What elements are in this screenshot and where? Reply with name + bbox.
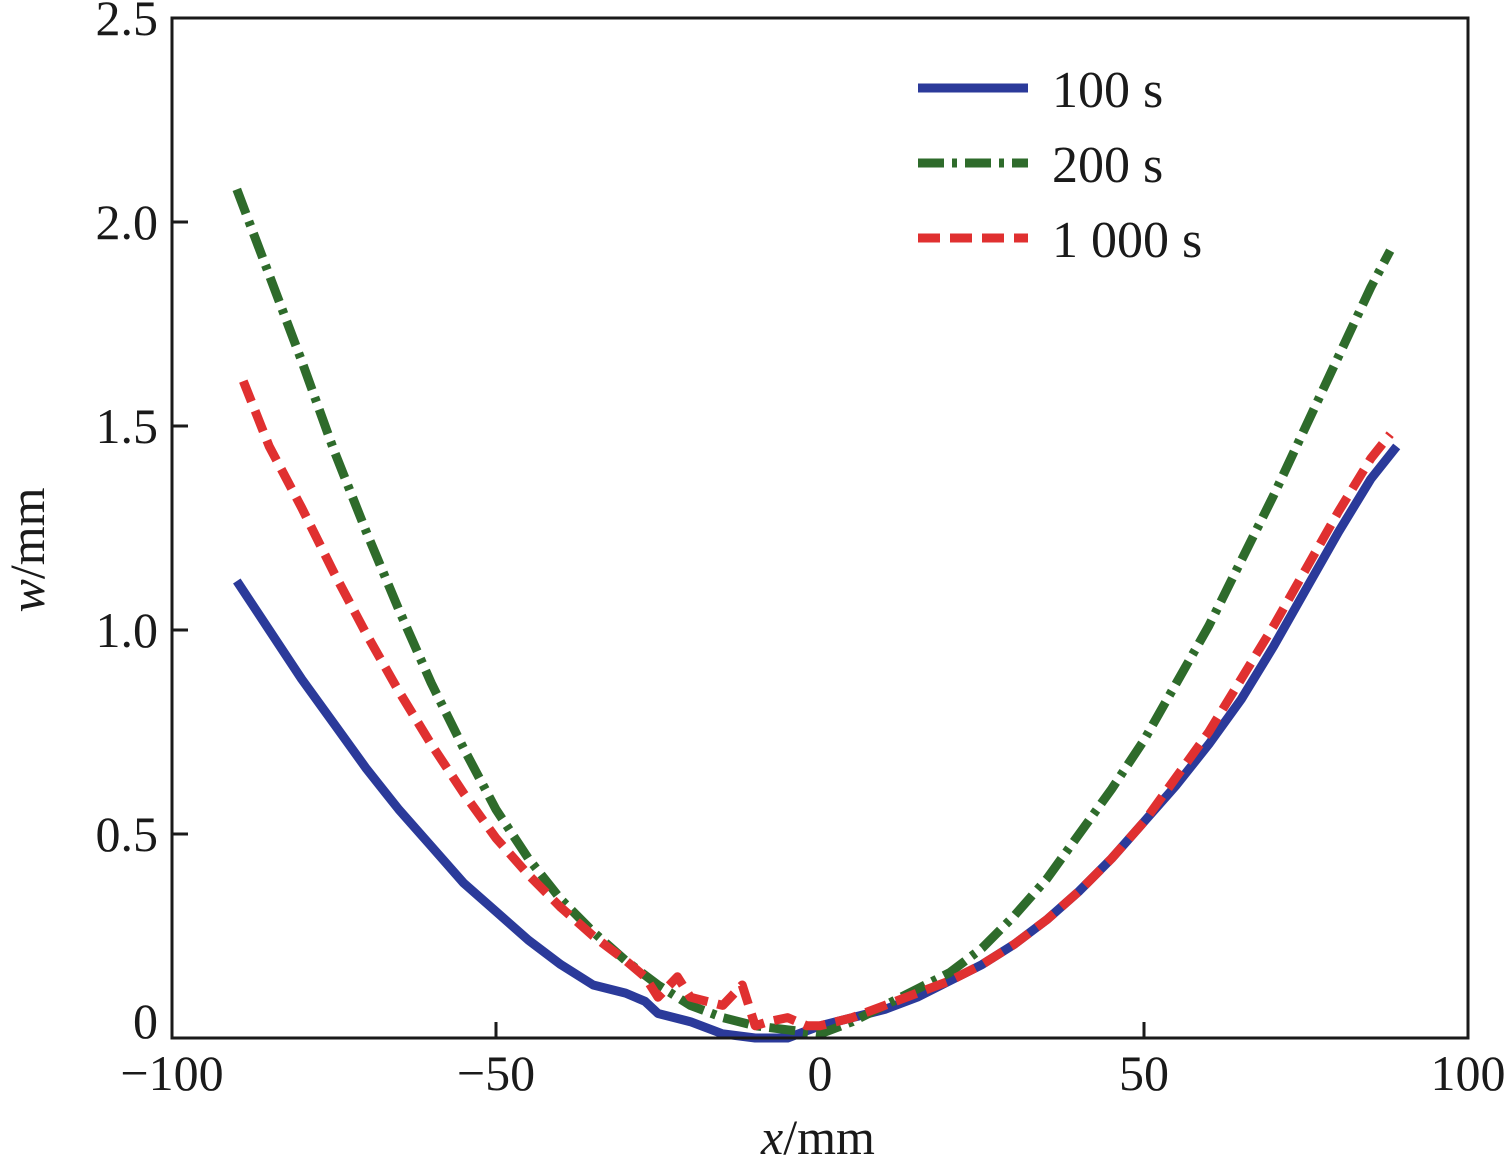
y-tick-label: 1.5 — [96, 398, 159, 454]
legend-entry-1000s: 1 000 s — [918, 212, 1202, 269]
y-tick-label: 1.0 — [96, 602, 159, 658]
series-line-100s — [233, 443, 1401, 1043]
series-layer — [232, 187, 1401, 1043]
plot-area-frame — [170, 16, 1470, 1040]
legend-label-200s: 200 s — [1052, 137, 1163, 194]
x-axis-label: x/mm — [760, 1109, 875, 1159]
legend-entry-100s: 100 s — [918, 62, 1163, 119]
series-line-1000s — [239, 379, 1394, 1031]
y-axis: 0 0.5 1.0 1.5 2.0 2.5 — [96, 0, 188, 1049]
legend-entry-200s: 200 s — [918, 137, 1163, 194]
legend: 100 s 200 s 1 000 s — [918, 62, 1202, 269]
x-tick-label: 50 — [1119, 1045, 1169, 1101]
y-tick-label: 0 — [133, 993, 158, 1049]
series-line-200s — [232, 187, 1395, 1039]
legend-label-1000s: 1 000 s — [1052, 212, 1202, 269]
x-tick-label: 100 — [1431, 1045, 1506, 1101]
x-axis: −100 −50 0 50 100 — [120, 1022, 1506, 1101]
y-tick-label: 0.5 — [96, 806, 159, 862]
legend-label-100s: 100 s — [1052, 62, 1163, 119]
y-tick-label: 2.5 — [96, 0, 159, 46]
y-axis-label: w/mm — [0, 487, 55, 612]
x-tick-label: −100 — [120, 1045, 223, 1101]
y-tick-label: 2.0 — [96, 194, 159, 250]
x-tick-label: 0 — [808, 1045, 833, 1101]
x-tick-label: −50 — [457, 1045, 535, 1101]
